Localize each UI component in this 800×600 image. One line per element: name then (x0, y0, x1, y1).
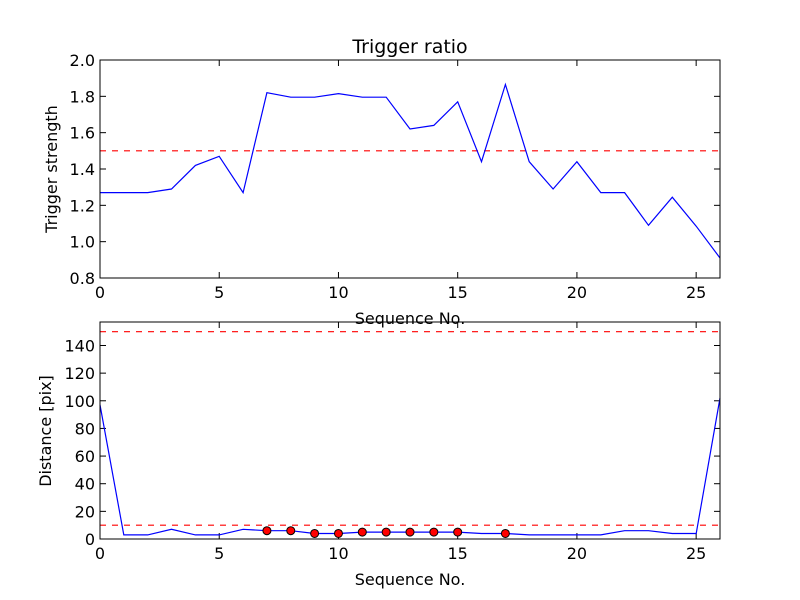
y-tick-label: 40 (75, 475, 95, 494)
series (100, 82, 721, 259)
x-tick-label: 15 (448, 283, 468, 302)
y-tick-label: 80 (75, 419, 95, 438)
ticks: 0 5 10 15 20 25 0 20 40 60 80 100 120 140 (64, 322, 720, 563)
data-point (429, 527, 439, 537)
x-tick-label: 5 (214, 283, 224, 302)
y-tick-label: 1.4 (70, 160, 95, 179)
y-tick-label: 100 (64, 392, 95, 411)
y-tick-label: 1.6 (70, 124, 95, 143)
data-point (405, 527, 415, 537)
y-tick-label: 1.2 (70, 196, 95, 215)
reference-lines (100, 331, 720, 526)
x-tick-label: 20 (567, 544, 587, 563)
data-point (453, 527, 463, 537)
y-tick-label: 2.0 (70, 51, 95, 70)
x-tick-label: 10 (328, 283, 348, 302)
x-tick-label: 20 (567, 283, 587, 302)
y-tick-label: 1.8 (70, 87, 95, 106)
y-axis-title: Distance [pix] (36, 375, 55, 487)
data-point (262, 526, 272, 536)
data-point (381, 527, 391, 537)
y-tick-label: 1.0 (70, 233, 95, 252)
series (99, 397, 721, 538)
y-tick-label: 20 (75, 502, 95, 521)
x-tick-label: 25 (686, 544, 706, 563)
y-tick-label: 140 (64, 336, 95, 355)
x-tick-label: 25 (686, 283, 706, 302)
y-axis-title: Trigger strength (42, 105, 61, 234)
series-line (100, 82, 721, 259)
data-point (286, 526, 296, 536)
x-tick-label: 5 (214, 544, 224, 563)
data-point (333, 528, 343, 538)
x-tick-label: 15 (448, 544, 468, 563)
y-tick-label: 120 (64, 364, 95, 383)
y-tick-label: 60 (75, 447, 95, 466)
y-tick-label: 0.8 (70, 269, 95, 288)
data-point (357, 527, 367, 537)
chart-title: Trigger ratio (351, 36, 467, 58)
y-tick-label: 0 (85, 530, 95, 549)
plot-frame (99, 321, 721, 540)
distance-panel: Sequence No. Distance [pix] 0 5 10 15 20 25 0 2… (36, 321, 721, 589)
trigger-ratio-panel: Trigger ratio Sequence No. Trigger stren… (42, 36, 721, 328)
x-tick-label: 0 (95, 544, 105, 563)
ticks: 0 5 10 15 20 25 0.8 1.0 1.2 1.4 1.6 1.8 2.0 (70, 51, 720, 302)
x-tick-label: 0 (95, 283, 105, 302)
data-point (310, 528, 320, 538)
x-axis-title: Sequence No. (355, 570, 466, 589)
series-line (99, 397, 721, 536)
data-point (500, 528, 510, 538)
x-tick-label: 10 (328, 544, 348, 563)
x-axis-title: Sequence No. (355, 309, 466, 328)
plot-frame (99, 59, 721, 279)
